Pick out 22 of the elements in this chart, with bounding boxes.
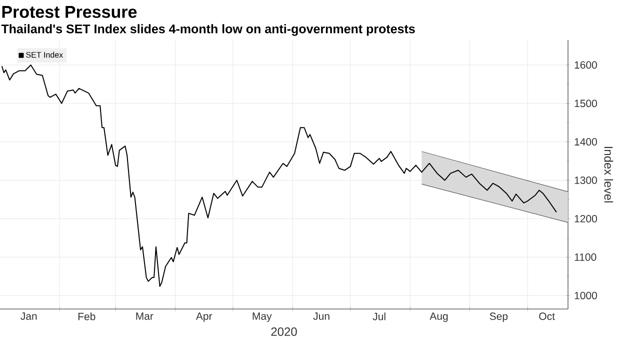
y-tick-label: 1400 [574,138,597,146]
chart-subtitle: Thailand's SET Index slides 4-month low on anti-government protests [1,24,415,36]
x-tick-label: Jul [372,312,386,320]
y-axis-title: Index level [604,146,614,202]
x-tick-label: Mar [136,312,154,320]
x-tick-label: Feb [78,312,96,320]
y-tick-label: 1200 [574,214,597,222]
chart-title: Protest Pressure [2,6,137,18]
y-tick-label: 1500 [574,100,597,108]
x-tick-label: Jan [20,312,37,320]
x-tick-label: Aug [430,312,448,322]
x-tick-label: Jun [313,312,330,320]
x-tick-label: Sep [490,312,508,322]
y-tick-label: 1300 [574,176,597,184]
y-tick-label: 1600 [574,61,597,69]
x-axis-title: 2020 [271,327,297,336]
legend-label: SET Index [26,52,63,58]
x-tick-label: Apr [196,312,212,322]
x-tick-label: May [252,312,272,322]
x-tick-label: Oct [539,312,555,320]
y-tick-label: 1100 [574,253,596,261]
y-tick-label: 1000 [574,292,597,300]
